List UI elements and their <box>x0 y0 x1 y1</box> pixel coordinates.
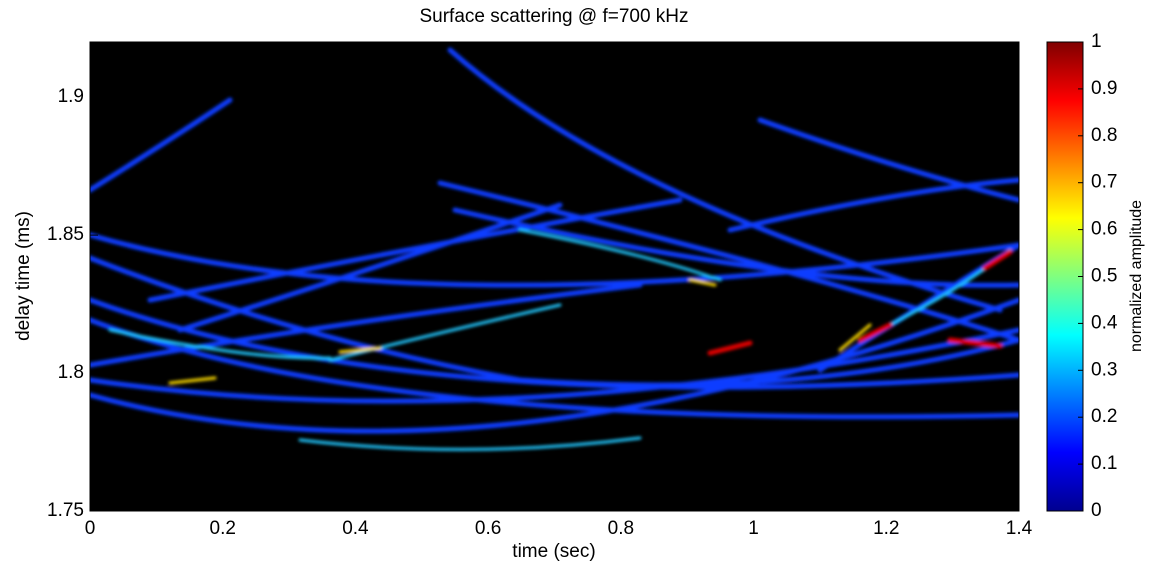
colorbar-label: normalized amplitude <box>1128 200 1145 352</box>
x-tick-label: 0.8 <box>608 518 634 539</box>
colorbar-tick-label: 0.1 <box>1091 453 1117 474</box>
colorbar-tick-label: 0.4 <box>1091 312 1118 333</box>
colorbar-tick-label: 0.8 <box>1091 125 1117 146</box>
colorbar-tick-label: 0.3 <box>1091 359 1117 380</box>
plot-area <box>90 42 1019 511</box>
x-tick-label: 0 <box>85 518 96 539</box>
colorbar-tick-label: 0 <box>1091 500 1102 521</box>
y-tick-label: 1.8 <box>58 362 84 383</box>
x-tick-label: 0.6 <box>475 518 501 539</box>
plot-frame <box>89 41 1020 512</box>
colorbar-tick-label: 0.9 <box>1091 78 1117 99</box>
colorbar-tick-label: 0.6 <box>1091 219 1117 240</box>
y-tick-label: 1.75 <box>47 500 84 521</box>
y-tick-label: 1.85 <box>47 224 84 245</box>
x-tick-label: 1 <box>748 518 759 539</box>
x-tick-label: 1.4 <box>1006 518 1033 539</box>
x-tick-label: 1.2 <box>873 518 899 539</box>
colorbar-tick-label: 0.2 <box>1091 406 1117 427</box>
colorbar <box>1046 41 1084 512</box>
x-axis-label: time (sec) <box>512 541 595 562</box>
colorbar-tick-label: 1 <box>1091 31 1102 52</box>
heatmap-image <box>90 47 1019 452</box>
y-tick-label: 1.9 <box>58 86 84 107</box>
colorbar-tick-label: 0.5 <box>1091 266 1117 287</box>
x-tick-label: 0.4 <box>342 518 369 539</box>
x-tick-label: 0.2 <box>210 518 236 539</box>
y-axis-label: delay time (ms) <box>13 211 34 341</box>
colorbar-tick-label: 0.7 <box>1091 172 1117 193</box>
chart-title: Surface scattering @ f=700 kHz <box>419 6 688 27</box>
